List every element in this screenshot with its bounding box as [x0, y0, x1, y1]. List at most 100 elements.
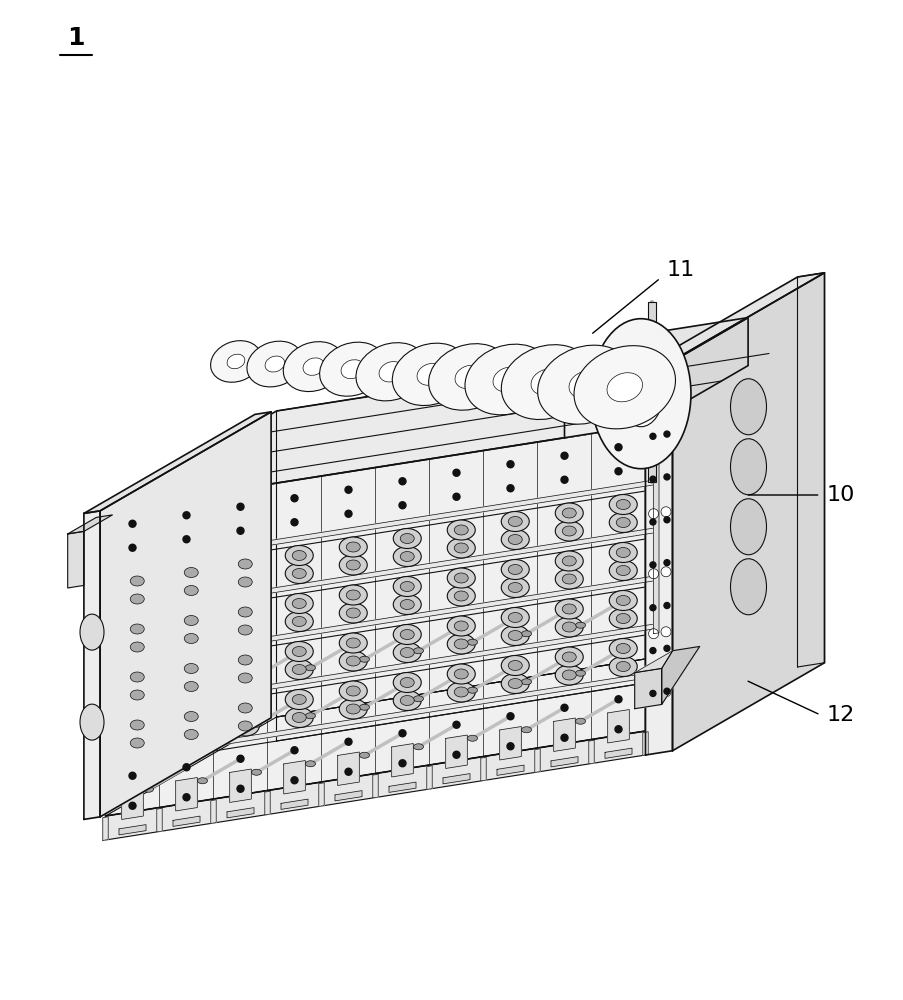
Ellipse shape	[447, 664, 475, 684]
Ellipse shape	[177, 610, 205, 631]
Ellipse shape	[130, 672, 144, 682]
Ellipse shape	[251, 769, 261, 775]
Ellipse shape	[464, 344, 551, 415]
Ellipse shape	[400, 678, 414, 688]
Ellipse shape	[554, 521, 582, 541]
Polygon shape	[106, 425, 645, 816]
Ellipse shape	[554, 569, 582, 589]
Polygon shape	[634, 651, 672, 673]
Polygon shape	[391, 744, 413, 777]
Ellipse shape	[89, 795, 99, 801]
Ellipse shape	[231, 620, 259, 640]
Polygon shape	[276, 632, 815, 741]
Ellipse shape	[238, 577, 252, 587]
Ellipse shape	[413, 696, 423, 702]
Ellipse shape	[647, 381, 670, 405]
Ellipse shape	[184, 634, 198, 644]
Ellipse shape	[500, 512, 528, 532]
Ellipse shape	[616, 518, 629, 528]
Ellipse shape	[500, 674, 528, 694]
Ellipse shape	[144, 738, 154, 744]
Ellipse shape	[346, 608, 360, 618]
Ellipse shape	[562, 670, 575, 680]
Ellipse shape	[231, 650, 259, 670]
Polygon shape	[284, 761, 305, 794]
Ellipse shape	[507, 631, 522, 641]
Ellipse shape	[79, 614, 104, 650]
Ellipse shape	[292, 598, 306, 608]
Ellipse shape	[339, 633, 367, 653]
Ellipse shape	[428, 344, 509, 410]
Ellipse shape	[562, 574, 575, 584]
Ellipse shape	[500, 656, 528, 676]
Ellipse shape	[507, 582, 522, 592]
Circle shape	[507, 461, 514, 468]
Ellipse shape	[660, 507, 670, 517]
Ellipse shape	[231, 668, 259, 688]
Ellipse shape	[609, 494, 637, 514]
Polygon shape	[106, 632, 815, 816]
Ellipse shape	[359, 752, 369, 758]
Ellipse shape	[238, 607, 252, 617]
Polygon shape	[563, 318, 748, 390]
Ellipse shape	[730, 439, 766, 495]
Ellipse shape	[730, 559, 766, 615]
Ellipse shape	[346, 638, 360, 648]
Ellipse shape	[554, 647, 582, 667]
Ellipse shape	[413, 744, 423, 750]
Polygon shape	[106, 731, 645, 840]
Ellipse shape	[177, 580, 205, 600]
Circle shape	[561, 704, 567, 711]
Ellipse shape	[393, 643, 421, 662]
Ellipse shape	[231, 716, 259, 736]
Ellipse shape	[339, 651, 367, 671]
Ellipse shape	[393, 528, 421, 548]
Ellipse shape	[507, 534, 522, 544]
Ellipse shape	[346, 560, 360, 570]
Polygon shape	[210, 800, 216, 823]
Circle shape	[649, 605, 656, 611]
Ellipse shape	[507, 564, 522, 574]
Circle shape	[614, 726, 621, 733]
Ellipse shape	[238, 625, 252, 635]
Circle shape	[614, 468, 621, 475]
Ellipse shape	[400, 534, 414, 544]
Ellipse shape	[393, 576, 421, 596]
Ellipse shape	[231, 554, 259, 574]
Ellipse shape	[447, 634, 475, 654]
Ellipse shape	[184, 585, 198, 595]
Ellipse shape	[609, 608, 637, 629]
Ellipse shape	[562, 526, 575, 536]
Polygon shape	[281, 799, 308, 809]
Ellipse shape	[346, 686, 360, 696]
Text: 12: 12	[825, 705, 853, 725]
Polygon shape	[372, 774, 377, 798]
Text: 10: 10	[825, 485, 853, 505]
Polygon shape	[227, 808, 254, 818]
Circle shape	[182, 512, 190, 519]
Ellipse shape	[647, 629, 658, 639]
Ellipse shape	[500, 560, 528, 580]
Ellipse shape	[292, 550, 306, 560]
Ellipse shape	[130, 738, 144, 748]
Polygon shape	[175, 778, 197, 811]
Ellipse shape	[400, 696, 414, 706]
Ellipse shape	[346, 704, 360, 714]
Polygon shape	[116, 624, 656, 713]
Circle shape	[663, 517, 669, 523]
Ellipse shape	[238, 673, 252, 683]
Polygon shape	[84, 412, 271, 513]
Circle shape	[663, 388, 669, 394]
Circle shape	[614, 444, 621, 451]
Ellipse shape	[447, 568, 475, 588]
Ellipse shape	[251, 673, 261, 679]
Ellipse shape	[554, 551, 582, 571]
Polygon shape	[119, 825, 146, 835]
Ellipse shape	[231, 602, 259, 622]
Ellipse shape	[346, 542, 360, 552]
Circle shape	[291, 495, 298, 502]
Ellipse shape	[184, 730, 198, 740]
Ellipse shape	[285, 593, 313, 613]
Ellipse shape	[562, 622, 575, 632]
Ellipse shape	[197, 730, 208, 736]
